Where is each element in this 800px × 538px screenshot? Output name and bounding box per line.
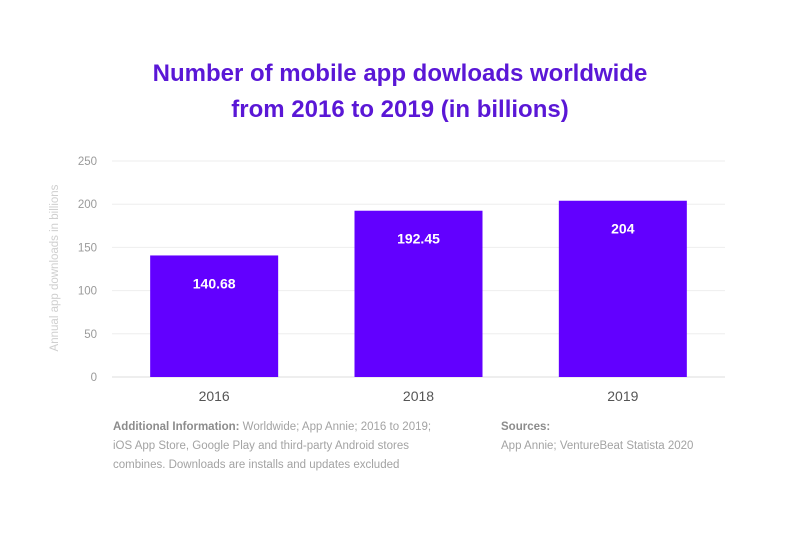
sources-text: App Annie; VentureBeat Statista 2020	[501, 440, 694, 452]
y-tick-label: 150	[78, 242, 97, 254]
chart-title-line-2: from 2016 to 2019 (in billions)	[231, 96, 569, 123]
x-tick-label: 2019	[607, 388, 638, 404]
chart-title: Number of mobile app dowloads worldwide …	[0, 56, 800, 128]
additional-information: Additional Information: Worldwide; App A…	[113, 418, 443, 475]
x-axis-ticks: 2016 2018 2019	[199, 388, 639, 404]
additional-information-label: Additional Information:	[113, 421, 240, 433]
y-tick-label: 250	[78, 156, 97, 168]
bars: 140.68 192.45 204	[150, 200, 687, 377]
sources-label: Sources:	[501, 421, 551, 433]
bar	[558, 200, 687, 377]
x-tick-label: 2016	[199, 388, 230, 404]
chart-title-line-1: Number of mobile app dowloads worldwide	[152, 60, 648, 87]
x-tick-label: 2018	[403, 388, 434, 404]
y-axis-ticks: 0 50 100 150 200 250	[78, 156, 97, 384]
sources: Sources: App Annie; VentureBeat Statista…	[501, 418, 761, 456]
additional-information-text: Worldwide; App Annie; 2016 to 2019; iOS …	[113, 421, 432, 471]
bar-value-label: 140.68	[193, 275, 236, 291]
bar	[354, 210, 483, 377]
y-tick-label: 200	[78, 199, 97, 211]
bar-value-label: 204	[611, 221, 635, 237]
y-axis-label: Annual app downloads in billions	[49, 184, 61, 351]
bar	[150, 255, 279, 377]
bar-value-label: 192.45	[397, 231, 440, 247]
y-tick-label: 100	[78, 286, 97, 298]
y-tick-label: 0	[91, 372, 97, 384]
y-tick-label: 50	[84, 329, 97, 341]
